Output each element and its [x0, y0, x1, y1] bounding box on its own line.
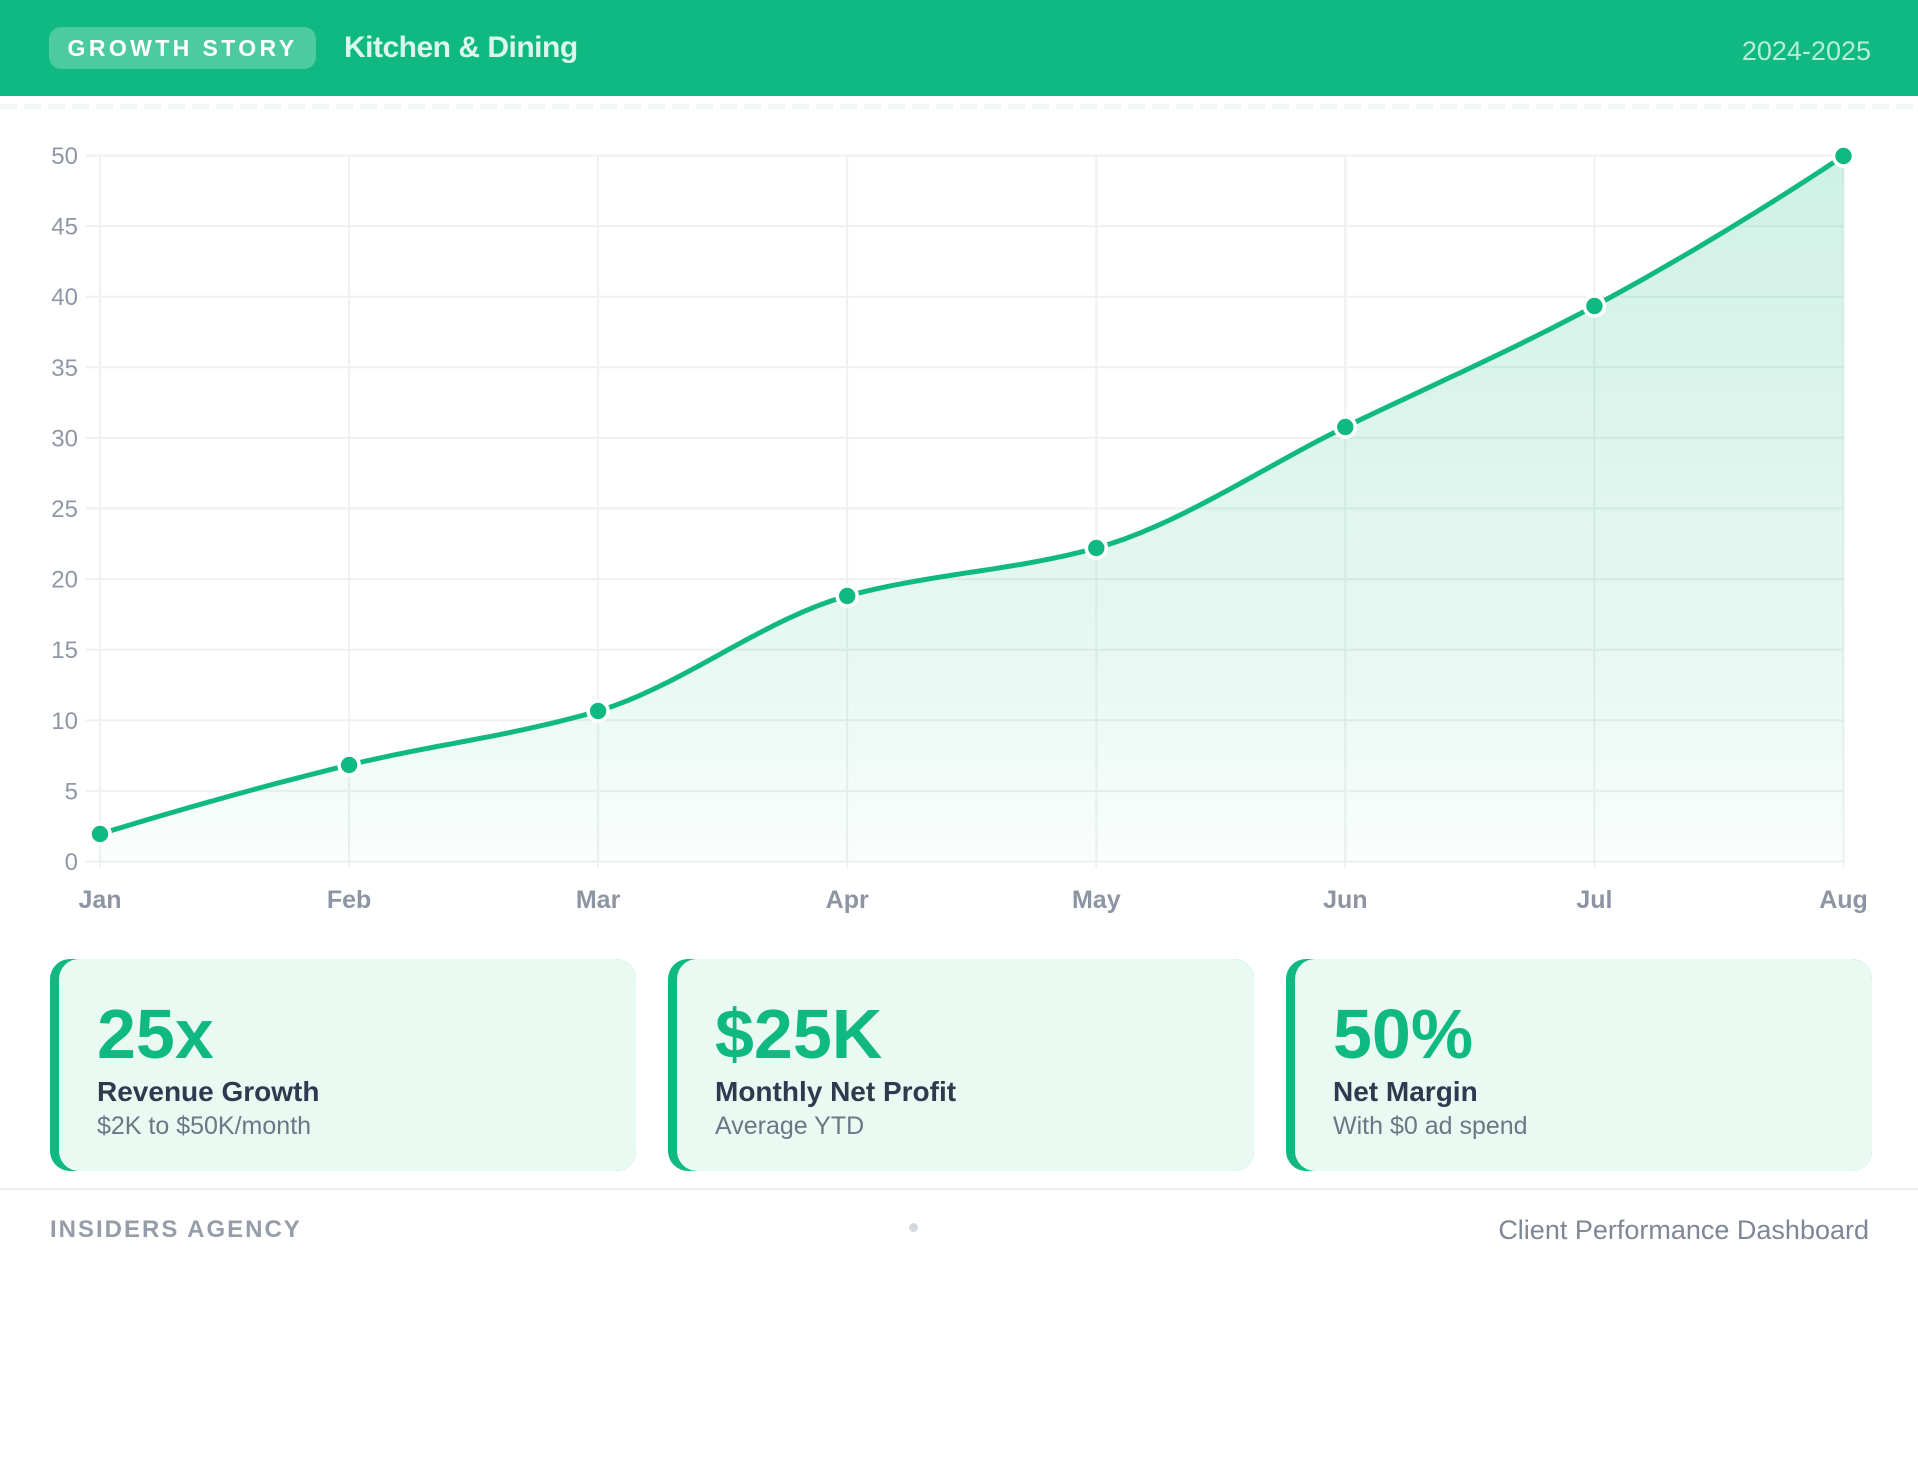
svg-text:45: 45 — [51, 214, 78, 241]
svg-text:Jan: Jan — [78, 886, 121, 914]
svg-text:10: 10 — [51, 708, 78, 735]
svg-text:Aug: Aug — [1819, 886, 1868, 914]
svg-text:20: 20 — [51, 567, 78, 594]
svg-text:25: 25 — [51, 496, 78, 523]
svg-text:15: 15 — [51, 637, 78, 664]
svg-text:5: 5 — [65, 778, 78, 805]
svg-text:30: 30 — [51, 425, 78, 452]
svg-text:Jul: Jul — [1576, 886, 1612, 914]
svg-text:Jun: Jun — [1323, 886, 1367, 914]
svg-text:0: 0 — [65, 849, 78, 876]
svg-text:50: 50 — [51, 143, 78, 170]
svg-text:Feb: Feb — [327, 886, 371, 914]
svg-text:Apr: Apr — [826, 886, 869, 914]
svg-text:35: 35 — [51, 355, 78, 382]
svg-text:Mar: Mar — [576, 886, 621, 914]
svg-text:May: May — [1072, 886, 1121, 914]
svg-text:40: 40 — [51, 284, 78, 311]
